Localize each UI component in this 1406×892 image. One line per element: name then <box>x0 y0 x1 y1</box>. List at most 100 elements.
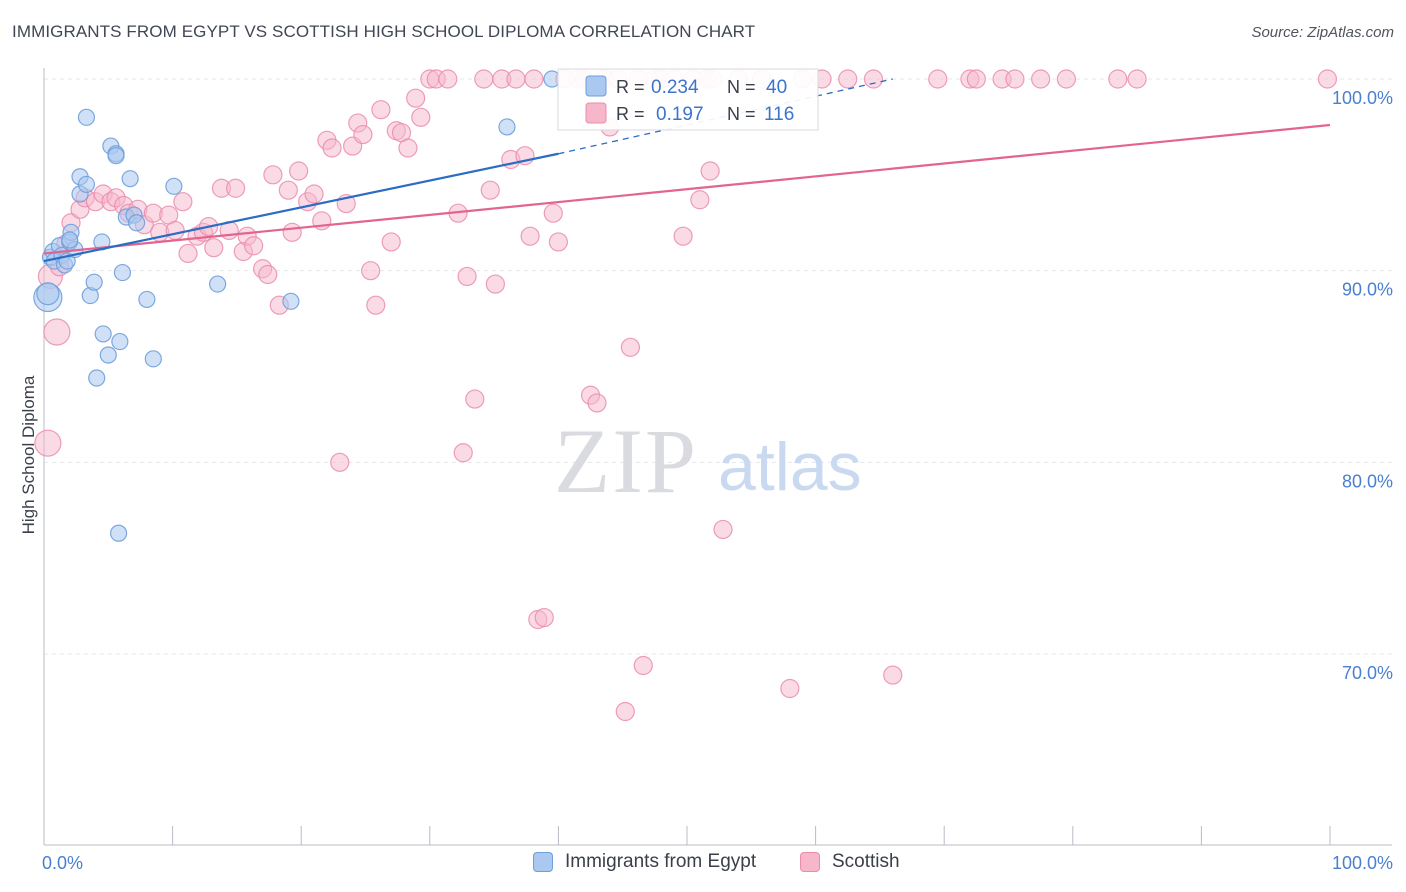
scottish-point <box>278 180 298 200</box>
egypt-point <box>36 282 60 306</box>
egypt-point <box>127 214 146 232</box>
legend-scottish-swatch <box>800 852 820 872</box>
egypt-point <box>77 108 96 126</box>
scottish-point <box>304 184 324 204</box>
egypt-point <box>109 524 128 542</box>
scottish-point <box>485 274 505 294</box>
egypt-point <box>144 350 162 368</box>
scottish-point <box>700 161 720 181</box>
x-tick-label-0: 0.0% <box>42 853 83 873</box>
scottish-points <box>34 69 1338 722</box>
scottish-point <box>381 232 401 252</box>
scottish-point <box>322 138 342 158</box>
source-note: Source: ZipAtlas.com <box>1251 24 1394 41</box>
series-legend: Immigrants from Egypt Scottish <box>0 851 1406 879</box>
egypt-point <box>61 231 79 249</box>
egypt-points <box>33 70 561 542</box>
scottish-point <box>438 69 458 89</box>
scottish-point <box>534 607 554 628</box>
axes <box>43 68 1392 846</box>
scottish-point <box>1005 69 1025 89</box>
grid-lines <box>44 78 1392 655</box>
egypt-point <box>94 325 112 343</box>
legend-egypt-label: Immigrants from Egypt <box>565 851 757 872</box>
y-tick-label-90: 90.0% <box>1342 280 1393 300</box>
stats-scottish-r-label: R = <box>616 104 645 124</box>
scottish-point <box>928 69 948 89</box>
scottish-point <box>453 443 473 463</box>
y-tick-label-70: 70.0% <box>1342 663 1393 683</box>
scottish-point <box>633 655 653 676</box>
scottish-point <box>371 100 391 120</box>
scottish-point <box>520 226 540 246</box>
scottish-point <box>406 88 426 108</box>
scottish-point <box>330 452 350 472</box>
scottish-point <box>178 243 198 264</box>
scottish-point <box>43 318 71 346</box>
y-tick-label-80: 80.0% <box>1342 471 1393 491</box>
watermark-atlas: atlas <box>718 429 862 505</box>
egypt-point <box>85 273 103 291</box>
stats-egypt-r-label: R = <box>616 77 645 97</box>
egypt-point <box>107 147 125 165</box>
scottish-point <box>361 261 381 281</box>
egypt-point <box>138 290 156 309</box>
x-tick-label-100: 100.0% <box>1332 853 1393 873</box>
scottish-point <box>673 226 693 246</box>
scottish-point <box>244 236 264 256</box>
egypt-point <box>88 369 106 387</box>
stats-egypt-swatch <box>585 75 607 97</box>
scottish-point <box>173 192 193 212</box>
scottish-point <box>282 222 302 242</box>
stats-scottish-r-value: 0.197 <box>656 104 704 125</box>
scottish-point <box>543 203 563 223</box>
scottish-point <box>713 519 733 540</box>
stats-egypt-n-value: 40 <box>766 77 787 98</box>
scottish-point <box>353 124 373 145</box>
scottish-point <box>883 665 903 685</box>
egypt-point <box>121 170 139 188</box>
scottish-point <box>1031 69 1051 89</box>
egypt-trend-line <box>43 152 559 263</box>
scottish-point <box>34 429 62 457</box>
scottish-point <box>620 337 641 357</box>
scottish-point <box>1108 69 1128 89</box>
scottish-point <box>398 138 418 158</box>
scottish-point <box>289 161 309 181</box>
scottish-point <box>204 238 224 258</box>
legend-item-scottish: Scottish <box>800 851 900 873</box>
scottish-point <box>457 266 477 287</box>
egypt-point <box>99 346 117 364</box>
scottish-point <box>1127 69 1147 89</box>
scottish-point <box>480 180 500 200</box>
scottish-point <box>258 264 278 285</box>
stats-scottish-n-label: N = <box>727 104 756 124</box>
trend-lines <box>43 78 1331 263</box>
legend-item-egypt: Immigrants from Egypt <box>533 851 756 873</box>
stats-scottish-swatch <box>585 102 607 124</box>
egypt-point <box>498 118 516 136</box>
egypt-point <box>209 275 227 293</box>
scottish-point <box>587 393 607 413</box>
watermark-zip: ZIP <box>554 410 698 512</box>
scottish-point <box>966 69 986 89</box>
egypt-point <box>111 332 129 351</box>
scottish-point <box>226 178 246 198</box>
egypt-point <box>282 292 300 310</box>
scottish-point <box>165 220 185 241</box>
scottish-trend-line <box>43 123 1331 255</box>
scottish-point <box>615 701 635 722</box>
scottish-point <box>366 295 386 315</box>
scottish-point <box>1317 69 1338 89</box>
scottish-point <box>506 69 526 89</box>
tick-labels: 70.0% 80.0% 90.0% 100.0% 0.0% 100.0% <box>42 88 1393 873</box>
scottish-point <box>690 190 710 210</box>
stats-egypt-r-value: 0.234 <box>651 77 699 98</box>
stats-scottish-n-value: 116 <box>764 104 794 125</box>
y-tick-label-100: 100.0% <box>1332 88 1393 108</box>
scottish-point <box>863 69 884 89</box>
scottish-point <box>474 69 494 89</box>
egypt-point <box>113 263 132 282</box>
scottish-point <box>465 389 485 409</box>
